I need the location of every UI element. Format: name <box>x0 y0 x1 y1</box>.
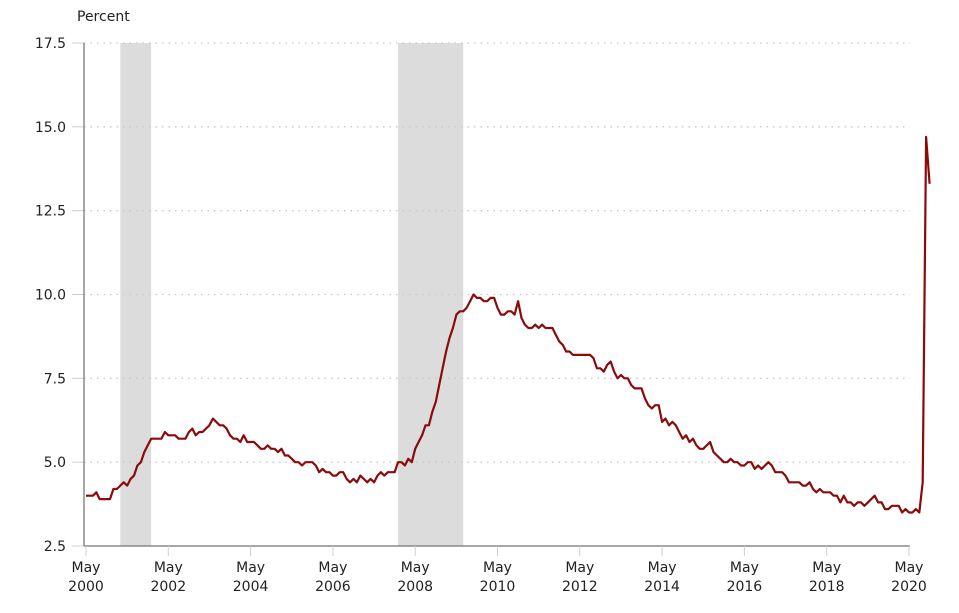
y-tick-label: 17.5 <box>35 36 66 52</box>
y-axis-label: Percent <box>77 9 130 25</box>
x-tick-year: 2018 <box>809 579 845 595</box>
x-tick-year: 2014 <box>644 579 680 595</box>
x-tick-month: May <box>318 560 347 576</box>
unemployment-rate-series <box>86 135 931 514</box>
x-tick-year: 2010 <box>480 579 516 595</box>
x-tick-month: May <box>648 560 677 576</box>
y-tick-label: 7.5 <box>44 371 66 387</box>
x-tick-year: 2006 <box>315 579 351 595</box>
y-axis-ticks: 2.5 5.0 7.5 10.0 12.5 15.0 17.5 <box>35 36 84 555</box>
recession-shading <box>120 43 464 546</box>
y-tick-label: 2.5 <box>44 539 66 555</box>
x-tick-month: May <box>812 560 841 576</box>
y-tick-label: 10.0 <box>35 288 66 304</box>
x-tick-year: 2012 <box>562 579 598 595</box>
x-tick-year: 2000 <box>68 579 104 595</box>
x-tick-year: 2016 <box>727 579 763 595</box>
x-tick-month: May <box>401 560 430 576</box>
x-tick-month: May <box>730 560 759 576</box>
x-tick-month: May <box>154 560 183 576</box>
recession-band <box>120 43 152 546</box>
recession-band <box>398 43 464 546</box>
x-tick-year: 2008 <box>397 579 433 595</box>
x-tick-year: 2002 <box>150 579 186 595</box>
y-tick-label: 5.0 <box>44 455 66 471</box>
x-tick-year: 2020 <box>891 579 927 595</box>
y-tick-label: 15.0 <box>35 120 66 136</box>
y-tick-label: 12.5 <box>35 204 66 220</box>
x-tick-month: May <box>236 560 265 576</box>
gridlines <box>84 42 910 463</box>
x-tick-month: May <box>895 560 924 576</box>
x-tick-year: 2004 <box>233 579 269 595</box>
x-axis-ticks: May 2000 May 2002 May 2004 May 2006 May 2008 May 20… <box>68 546 927 595</box>
x-tick-month: May <box>565 560 594 576</box>
x-tick-month: May <box>483 560 512 576</box>
x-tick-month: May <box>72 560 101 576</box>
